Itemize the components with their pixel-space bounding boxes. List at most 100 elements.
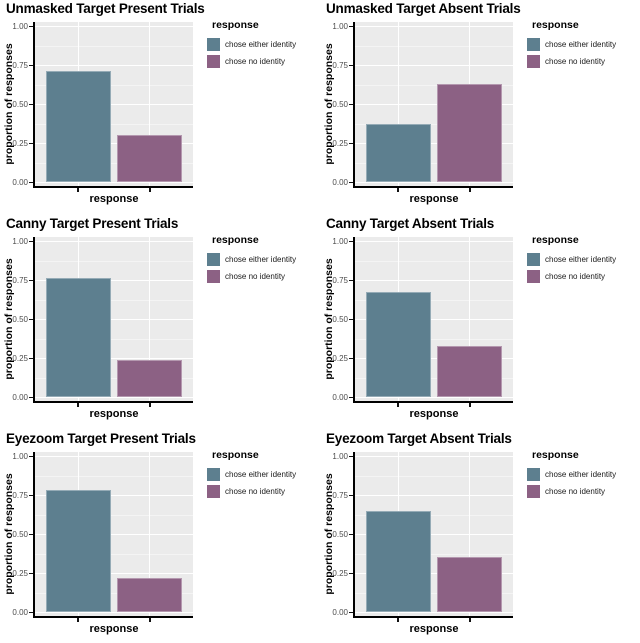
chart-title: Eyezoom Target Present Trials [6, 431, 196, 446]
legend: response chose either identity chose no id… [527, 234, 616, 285]
y-tick [349, 318, 353, 320]
y-tick-label: 0.00 [12, 177, 28, 187]
chart-cell: Unmasked Target Absent Trials 0.00 0.25 0.5… [320, 0, 640, 215]
gridline-major [35, 65, 193, 66]
bar-chose-either-identity [365, 510, 431, 612]
y-axis-title: proportion of responses [323, 473, 335, 595]
x-axis-title: response [89, 623, 139, 635]
legend-key: chose either identity [527, 251, 616, 268]
legend: response chose either identity chose no id… [207, 234, 296, 285]
legend-title: response [532, 19, 579, 31]
x-axis-line [353, 186, 513, 188]
y-tick-label: 1.00 [332, 21, 348, 31]
gridline-major-vertical [149, 452, 151, 616]
x-axis-title: response [409, 193, 459, 205]
legend-swatch [527, 38, 540, 51]
gridline-minor [35, 299, 193, 301]
gridline-major [355, 612, 513, 613]
bar-chose-no-identity [117, 359, 183, 397]
x-axis-title: response [89, 193, 139, 205]
x-tick [149, 403, 151, 407]
legend-key-label: chose no identity [225, 272, 286, 281]
y-tick-label: 1.00 [12, 451, 28, 461]
gridline-major-vertical [149, 237, 151, 401]
x-tick [469, 403, 471, 407]
y-tick-label: 0.75 [12, 490, 28, 500]
gridline-minor [35, 260, 193, 262]
gridline-major [355, 456, 513, 457]
gridline-minor [355, 592, 513, 594]
x-tick [469, 188, 471, 192]
y-tick [29, 240, 33, 242]
legend-key-label: chose no identity [225, 57, 286, 66]
x-axis-line [353, 401, 513, 403]
legend-key-label: chose either identity [225, 40, 297, 49]
legend-title: response [212, 234, 259, 246]
y-tick-label: 1.00 [332, 236, 348, 246]
y-tick-label: 0.50 [12, 314, 28, 324]
gridline-minor [35, 592, 193, 594]
gridline-major [355, 241, 513, 242]
legend-swatch [527, 55, 540, 68]
chart-cell: Canny Target Absent Trials 0.00 0.25 0.50 0.… [320, 215, 640, 430]
y-tick [349, 142, 353, 144]
chart-cell: Eyezoom Target Present Trials 0.00 0.25 0.5… [0, 430, 320, 643]
gridline-major [355, 65, 513, 66]
y-tick [29, 572, 33, 574]
x-axis-line [33, 186, 193, 188]
x-axis-line [33, 616, 193, 618]
legend-key: chose no identity [207, 268, 296, 285]
y-axis-line [33, 452, 35, 618]
y-tick-label: 0.50 [12, 99, 28, 109]
gridline-major-vertical [469, 452, 471, 616]
legend-key-label: chose either identity [545, 40, 617, 49]
gridline-major [355, 26, 513, 27]
y-tick-label: 0.00 [12, 607, 28, 617]
y-axis-line [33, 237, 35, 403]
x-tick [397, 618, 399, 622]
bar-chose-no-identity [437, 557, 503, 612]
legend: response chose either identity chose no id… [527, 19, 616, 70]
chart-cell: Unmasked Target Present Trials 0.00 0.25 0.… [0, 0, 320, 215]
legend-swatch [207, 468, 220, 481]
bar-chose-no-identity [437, 83, 503, 182]
gridline-major [355, 397, 513, 398]
plot-panel [35, 22, 193, 186]
y-tick-label: 0.00 [332, 177, 348, 187]
y-tick [29, 396, 33, 398]
legend-swatch [207, 38, 220, 51]
y-tick-label: 0.50 [332, 99, 348, 109]
gridline-major [35, 182, 193, 183]
plot-panel [35, 237, 193, 401]
legend-key: chose no identity [527, 268, 616, 285]
gridline-major [355, 319, 513, 320]
gridline-minor [355, 123, 513, 125]
bar-chose-no-identity [117, 577, 183, 612]
y-tick-label: 1.00 [332, 451, 348, 461]
gridline-major [355, 495, 513, 496]
y-tick [29, 64, 33, 66]
gridline-major [35, 241, 193, 242]
gridline-major [35, 397, 193, 398]
gridline-minor [355, 84, 513, 86]
x-axis-line [33, 401, 193, 403]
x-tick [77, 403, 79, 407]
legend-title: response [212, 19, 259, 31]
y-tick [29, 142, 33, 144]
legend-swatch [527, 270, 540, 283]
legend-swatch [207, 270, 220, 283]
gridline-minor [35, 45, 193, 47]
y-tick [349, 64, 353, 66]
legend-key-label: chose no identity [545, 272, 606, 281]
gridline-major [35, 143, 193, 144]
y-tick [349, 357, 353, 359]
legend-title: response [532, 449, 579, 461]
gridline-major [355, 143, 513, 144]
y-axis-title: proportion of responses [323, 43, 335, 165]
gridline-minor [355, 475, 513, 477]
chart-cell: Canny Target Present Trials 0.00 0.25 0.50 0… [0, 215, 320, 430]
gridline-minor [355, 553, 513, 555]
legend-key: chose either identity [527, 36, 616, 53]
legend-key: chose no identity [207, 53, 296, 70]
gridline-minor [35, 377, 193, 379]
